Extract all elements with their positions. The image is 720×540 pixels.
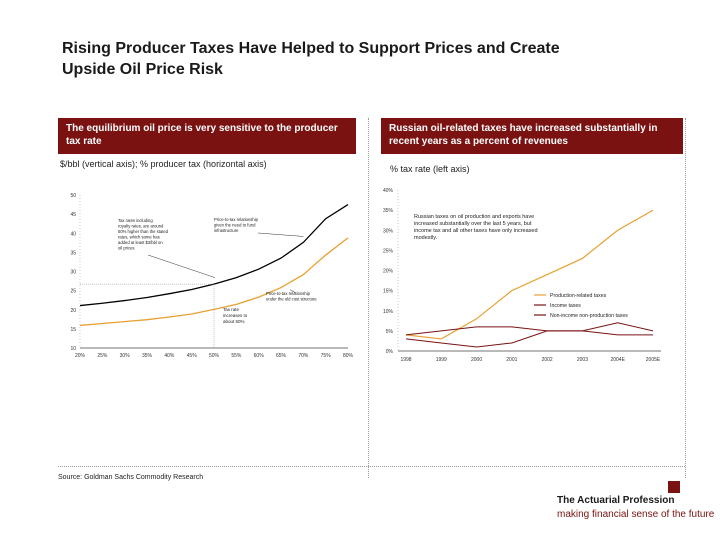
slide-title-line-2: Upside Oil Price Risk [62,61,223,78]
right-panel-header: Russian oil-related taxes have increased… [381,118,683,154]
left-chart-x-tick-label: 35% [142,353,153,359]
right-border [685,118,686,478]
left-chart-x-tick-label: 25% [97,353,108,359]
right-chart-y-tick-label: 35% [383,208,394,214]
old-cost-curve [79,237,349,327]
left-chart-y-tick-label: 15 [70,327,76,333]
left-chart-x-tick-label: 30% [120,353,131,359]
annotation-tax-rate: Tax rate increases to about 50% [223,307,248,324]
right-panel-subtitle: % tax rate (left axis) [390,164,470,174]
legend-label: Non-income non-production taxes [550,313,628,319]
right-chart-x-tick-label: 2002 [542,357,553,363]
right-chart-y-tick-label: 25% [383,248,394,254]
left-chart: 50 45 40 35 30 25 20 15 10 20% 25% 30% 35% 40% 45% 50%… [70,193,354,359]
left-chart-x-tick-label: 60% [254,353,265,359]
left-chart-x-tick-label: 70% [298,353,309,359]
left-chart-x-tick-label: 55% [231,353,242,359]
left-panel-header: The equilibrium oil price is very sensit… [58,118,356,154]
left-chart-y-tick-label: 30 [70,270,76,276]
logo-name: The Actuarial Profession [557,495,675,506]
left-chart-y-tick-label: 50 [70,193,76,199]
right-chart-x-tick-label: 2003 [577,357,588,363]
annotation-arrow [147,254,216,278]
left-chart-x-tick-label: 20% [75,353,86,359]
right-chart-x-tick-label: 2001 [506,357,517,363]
left-panel-subtitle: $/bbl (vertical axis); % producer tax (h… [60,159,267,169]
left-chart-x-tick-label: 40% [164,353,175,359]
right-chart: 40% 35% 30% 25% 20% 15% 10% 5% 0% 1998 1999 2000 20… [383,188,661,363]
logo-tagline: making financial sense of the future [557,509,715,520]
right-chart-x-tick-label: 1998 [400,357,411,363]
left-chart-y-ticks: 50 45 40 35 30 25 20 15 10 [70,193,76,352]
production-taxes-line [405,209,654,340]
non-income-taxes-line [405,322,654,336]
left-chart-grid [79,195,348,349]
left-chart-y-tick-label: 10 [70,346,76,352]
annotation-infrastructure: Price-to-tax relationship given the need … [214,217,259,233]
right-chart-x-tick-label: 2005E [646,357,661,363]
legend-label: Production-related taxes [550,293,607,299]
left-chart-x-tick-label: 45% [187,353,198,359]
right-chart-y-tick-label: 30% [383,228,394,234]
right-chart-series [405,209,654,348]
right-chart-x-tick-label: 1999 [436,357,447,363]
left-chart-x-tick-label: 65% [276,353,287,359]
right-chart-x-tick-label: 2000 [471,357,482,363]
right-chart-legend: Production-related taxes Income taxes Non-… [534,293,628,319]
left-chart-x-tick-label: 75% [321,353,332,359]
left-chart-annotations: Tax rates including royalty rates, are ar… [80,215,317,348]
right-chart-y-ticks: 40% 35% 30% 25% 20% 15% 10% 5% 0% [383,188,394,355]
footer-divider [58,466,685,467]
logo-square-icon [668,481,680,493]
slide-title-line-1: Rising Producer Taxes Have Helped to Sup… [62,40,560,57]
source-note: Source: Goldman Sachs Commodity Research [58,474,204,481]
left-chart-y-tick-label: 20 [70,308,76,314]
right-chart-y-tick-label: 15% [383,289,394,295]
annotation-old-cost: Price-to-tax relationship under the old c… [266,291,317,302]
right-chart-x-tick-label: 2004E [610,357,625,363]
right-chart-y-tick-label: 5% [386,329,394,335]
annotation-arrow [289,289,297,294]
left-chart-y-tick-label: 35 [70,250,76,256]
right-chart-grid [397,190,661,352]
right-chart-annotation: Russian taxes on oil production and expo… [414,214,538,241]
legend-label: Income taxes [550,303,581,309]
income-taxes-line [405,330,653,348]
right-chart-y-tick-label: 40% [383,188,394,194]
right-chart-x-ticks: 1998 1999 2000 2001 2002 2003 2004E 2005E [400,357,660,363]
right-chart-y-tick-label: 0% [386,349,394,355]
annotation-box [116,215,180,253]
slide-title: Rising Producer Taxes Have Helped to Sup… [62,38,662,80]
annotation-arrow [257,232,304,237]
panel-divider [368,118,369,478]
left-chart-y-tick-label: 40 [70,231,76,237]
right-chart-y-tick-label: 20% [383,269,394,275]
annotation-royalty: Tax rates including royalty rates, are ar… [118,218,169,251]
left-chart-x-tick-label: 50% [209,353,220,359]
left-chart-y-tick-label: 25 [70,289,76,295]
left-chart-x-ticks: 20% 25% 30% 35% 40% 45% 50% 55% 60% 65% 70% 75% 80% [75,353,354,359]
left-chart-y-tick-label: 45 [70,212,76,218]
right-chart-annotation-text: Russian taxes on oil production and expo… [414,214,538,241]
left-chart-x-tick-label: 80% [343,353,354,359]
right-chart-y-tick-label: 10% [383,309,394,315]
